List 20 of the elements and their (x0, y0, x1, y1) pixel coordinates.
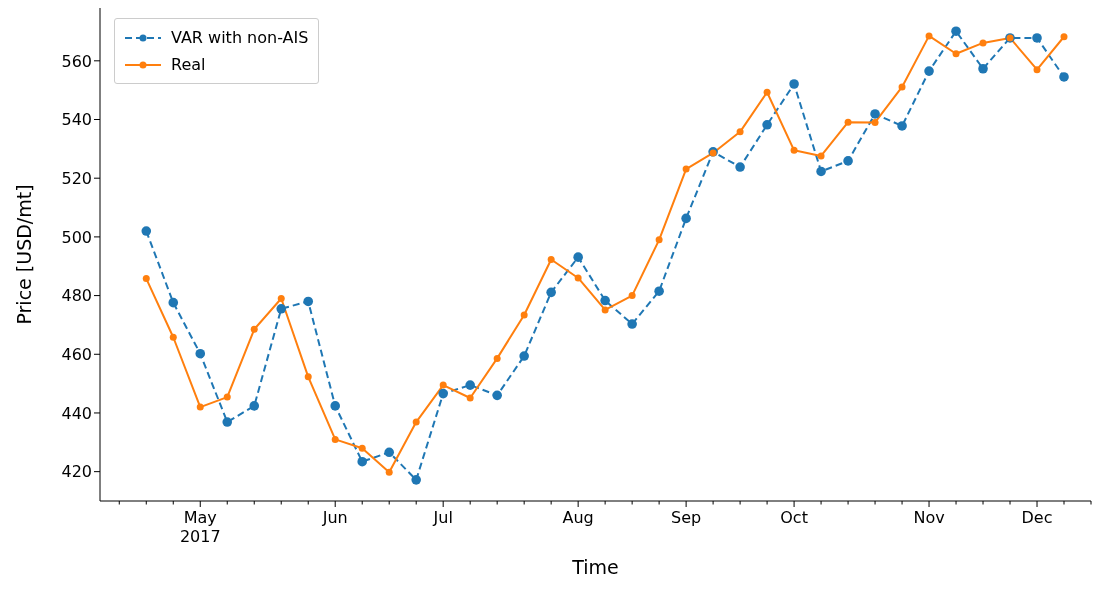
y-tick-label: 440 (61, 403, 92, 423)
x-tick-label: May 2017 (179, 508, 221, 546)
y-tick-label: 460 (61, 344, 92, 364)
x-axis-title: Time (571, 556, 619, 578)
y-tick-label: 420 (61, 462, 92, 482)
x-tick-label: Oct (780, 508, 808, 527)
y-tick-label: 540 (61, 110, 92, 130)
y-tick-label: 520 (61, 168, 92, 188)
x-tick-label: Sep (671, 508, 702, 527)
x-tick-label: Jul (432, 508, 453, 527)
y-tick-label: 500 (61, 227, 92, 247)
x-tick-label: Aug (562, 508, 594, 527)
x-tick-label: Nov (913, 508, 945, 527)
legend-label: VAR with non-AIS (171, 28, 309, 47)
y-tick-label: 480 (61, 286, 92, 306)
legend-label: Real (171, 55, 206, 74)
y-tick-label: 560 (61, 51, 92, 71)
y-axis-title: Price [USD/mt] (12, 184, 35, 325)
x-tick-label: Jun (321, 508, 348, 527)
x-tick-label: Dec (1021, 508, 1053, 527)
